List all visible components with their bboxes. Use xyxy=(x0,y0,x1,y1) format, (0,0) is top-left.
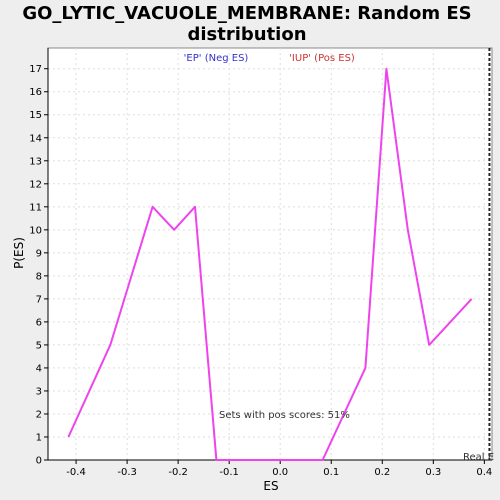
y-tick-label: 5 xyxy=(36,340,42,351)
y-tick-label: 12 xyxy=(29,179,42,190)
x-tick-label: -0.4 xyxy=(66,467,86,478)
x-tick-label: 0.2 xyxy=(374,467,390,478)
y-axis-label: P(ES) xyxy=(12,237,26,269)
y-tick-label: 8 xyxy=(36,271,42,282)
plot-area xyxy=(47,47,493,461)
grid-layer xyxy=(48,48,492,461)
chart-title-line-1: GO_LYTIC_VACUOLE_MEMBRANE: Random ES xyxy=(22,3,471,24)
y-tick-label: 16 xyxy=(29,87,42,98)
real-es-annotation: Real E xyxy=(463,452,494,463)
x-tick-label: -0.2 xyxy=(168,467,188,478)
y-tick-label: 0 xyxy=(36,456,42,467)
x-tick-label: 0.4 xyxy=(476,467,492,478)
x-tick-label: -0.3 xyxy=(117,467,137,478)
y-tick-label: 11 xyxy=(29,202,42,213)
y-tick-label: 15 xyxy=(29,110,42,121)
y-tick-label: 9 xyxy=(36,248,42,259)
series-layer xyxy=(67,67,473,461)
y-tick-label: 2 xyxy=(36,409,42,420)
pos-scores-annotation: Sets with pos scores: 51% xyxy=(219,410,350,421)
x-tick-label: 0.1 xyxy=(323,467,339,478)
y-tick-label: 6 xyxy=(36,317,42,328)
y-tick-label: 14 xyxy=(29,133,42,144)
x-tick-label: 0.0 xyxy=(272,467,288,478)
y-tick-label: 13 xyxy=(29,156,42,167)
y-tick-label: 1 xyxy=(36,432,42,443)
legend-pos-es: 'IUP' (Pos ES) xyxy=(289,53,355,64)
y-tick-label: 4 xyxy=(36,363,42,374)
x-axis-label: ES xyxy=(263,479,278,493)
y-tick-label: 7 xyxy=(36,294,42,305)
x-tick-label: 0.3 xyxy=(425,467,441,478)
x-tick-label: -0.1 xyxy=(219,467,239,478)
chart-title-line-2: distribution xyxy=(187,24,306,45)
legend-neg-es: 'EP' (Neg ES) xyxy=(184,53,249,64)
y-tick-label: 10 xyxy=(29,225,42,236)
y-tick-label: 17 xyxy=(29,64,42,75)
es-distribution-line xyxy=(67,67,473,461)
y-tick-label: 3 xyxy=(36,386,42,397)
